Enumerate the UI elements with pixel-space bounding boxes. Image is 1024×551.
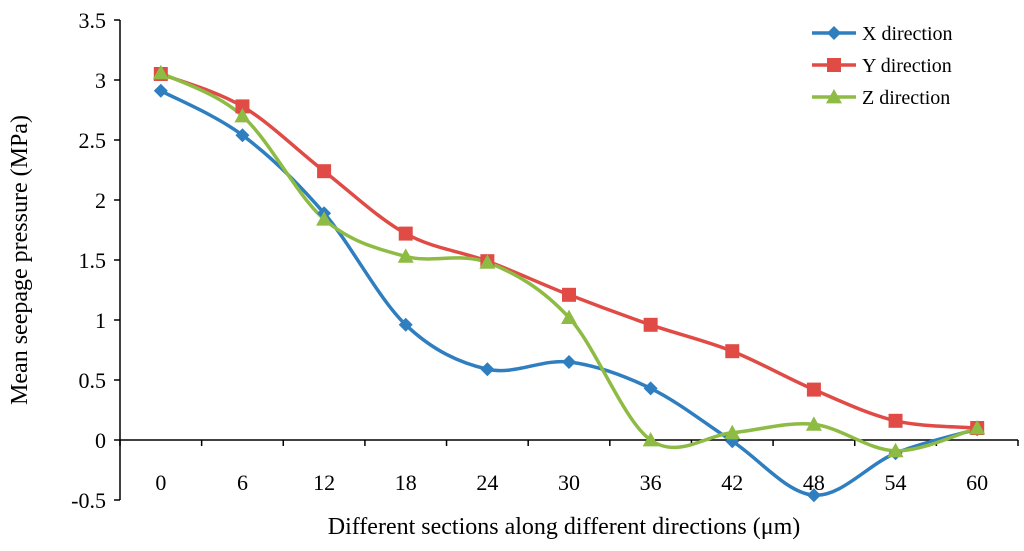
data-point-x-direction [235,128,250,143]
legend-label-z-direction: Z direction [862,87,950,109]
data-point-z-direction [397,248,414,263]
y-axis-title: Mean seepage pressure (MPa) [7,115,33,405]
data-point-y-direction [806,382,821,397]
y-tick-label: 0.5 [79,368,107,393]
legend-label-x-direction: X direction [862,23,953,45]
x-tick-label: 36 [640,470,662,495]
data-point-y-direction [317,164,332,179]
y-tick-label: 0 [95,428,106,453]
data-point-y-direction [562,287,576,302]
data-point-z-direction [887,442,904,458]
legend-marker-x-direction [827,26,841,40]
x-tick-label: 54 [885,470,907,495]
y-tick-label: 2 [95,188,106,213]
data-point-y-direction [725,344,740,359]
data-point-y-direction [643,317,658,332]
axes: -0.5 0 0.5 1 1.5 2 2.5 3 3.5 0 6 12 18 24 30 36 42 48 54 60 [71,8,1019,513]
series-line-z-direction [159,71,979,453]
y-tick-label: 3 [95,68,106,93]
data-point-z-direction [234,108,251,123]
series-line-y-direction [159,72,979,430]
y-tick-label: 1 [95,308,106,333]
data-point-x-direction [398,317,413,332]
data-point-z-direction [969,420,986,435]
x-tick-label: 18 [395,470,417,495]
x-tick-label: 6 [237,470,248,495]
data-point-z-direction [724,424,741,440]
data-point-z-direction [642,432,659,447]
data-point-x-direction [480,362,495,377]
y-tick-label: -0.5 [71,488,106,513]
x-tick-label: 24 [476,470,498,495]
series-lines [159,71,979,497]
data-point-x-direction [643,381,658,396]
x-tick-label: 30 [558,470,580,495]
legend-label-y-direction: Y direction [862,55,952,77]
x-tick-label: 0 [155,470,166,495]
x-tick-label: 60 [966,470,988,495]
y-tick-label: 2.5 [79,128,107,153]
data-point-z-direction [561,309,577,324]
data-point-y-direction [398,226,413,241]
legend-marker-y-direction [827,58,841,72]
data-point-x-direction [153,83,168,98]
y-tick-label: 3.5 [79,8,107,33]
data-point-z-direction [805,416,822,431]
data-point-z-direction [479,254,496,269]
x-axis-title: Different sections along different direc… [328,514,801,540]
x-tick-label: 42 [721,470,743,495]
data-point-x-direction [562,355,576,369]
series-markers [152,64,986,503]
y-tick-label: 1.5 [79,248,107,273]
data-point-y-direction [888,413,903,428]
data-point-x-direction [806,488,821,503]
data-point-z-direction [152,64,169,80]
legend-marker-z-direction [826,89,842,104]
x-tick-label: 48 [803,470,825,495]
data-point-z-direction [316,211,333,226]
legend: X direction Y direction Z direction [812,23,953,109]
x-tick-label: 12 [313,470,335,495]
data-point-y-direction [235,99,250,114]
